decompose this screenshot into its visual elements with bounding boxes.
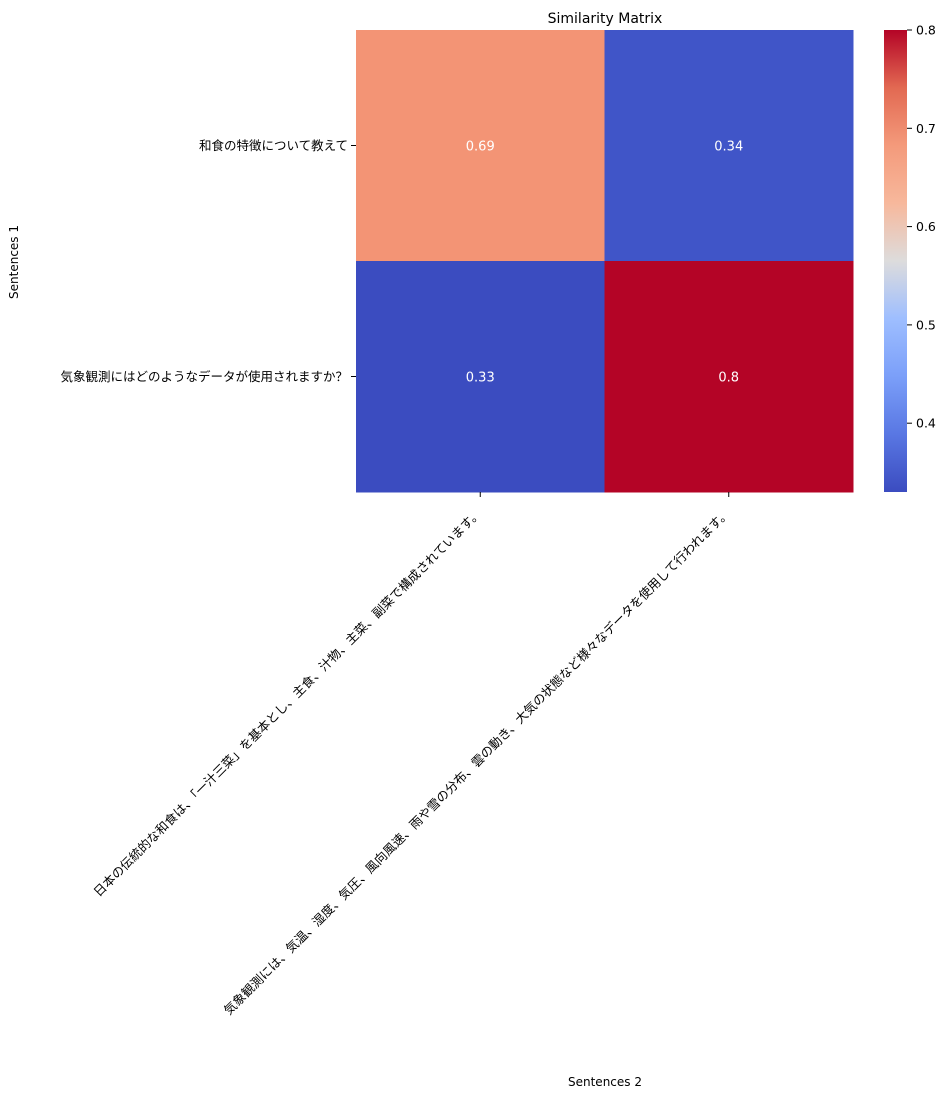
- heatmap-cells: [356, 30, 854, 493]
- cell-value-label: 0.8: [718, 371, 739, 386]
- y-axis-label: Sentences 1: [7, 225, 21, 299]
- y-tick-label: 気象観測にはどのようなデータが使用されますか？: [60, 369, 348, 384]
- colorbar-tick-label: 0.7: [916, 121, 936, 136]
- x-tick-label: 日本の伝統的な和食は、「一汁三菜」を基本とし、主食、汁物、主菜、副菜で構成されて…: [90, 506, 484, 900]
- colorbar-axis: 0.4 0.5 0.6 0.7 0.8: [907, 23, 936, 431]
- y-tick-label: 和食の特徴について教えて: [199, 138, 348, 153]
- x-axis-label: Sentences 2: [568, 1075, 642, 1089]
- colorbar-tick-label: 0.4: [916, 416, 936, 431]
- cell-value-label: 0.69: [466, 140, 495, 155]
- x-axis: 日本の伝統的な和食は、「一汁三菜」を基本とし、主食、汁物、主菜、副菜で構成されて…: [90, 492, 733, 1018]
- colorbar-tick-label: 0.5: [916, 317, 936, 332]
- chart-title: Similarity Matrix: [548, 11, 663, 27]
- heatmap-cell: [604, 261, 854, 493]
- heatmap-cell: [604, 30, 854, 262]
- cell-value-label: 0.33: [466, 371, 495, 386]
- colorbar: [884, 30, 907, 492]
- colorbar-tick-label: 0.6: [916, 219, 936, 234]
- x-tick-label: 気象観測には、気温、湿度、気圧、風向風速、雨や雪の分布、雲の動き、大気の状態など…: [221, 506, 733, 1018]
- heatmap-cell-annotations: 0.69 0.34 0.33 0.8: [466, 140, 743, 386]
- heatmap-cell: [356, 261, 605, 493]
- colorbar-tick-label: 0.8: [916, 23, 936, 38]
- cell-value-label: 0.34: [714, 140, 743, 155]
- heatmap-cell: [356, 30, 605, 262]
